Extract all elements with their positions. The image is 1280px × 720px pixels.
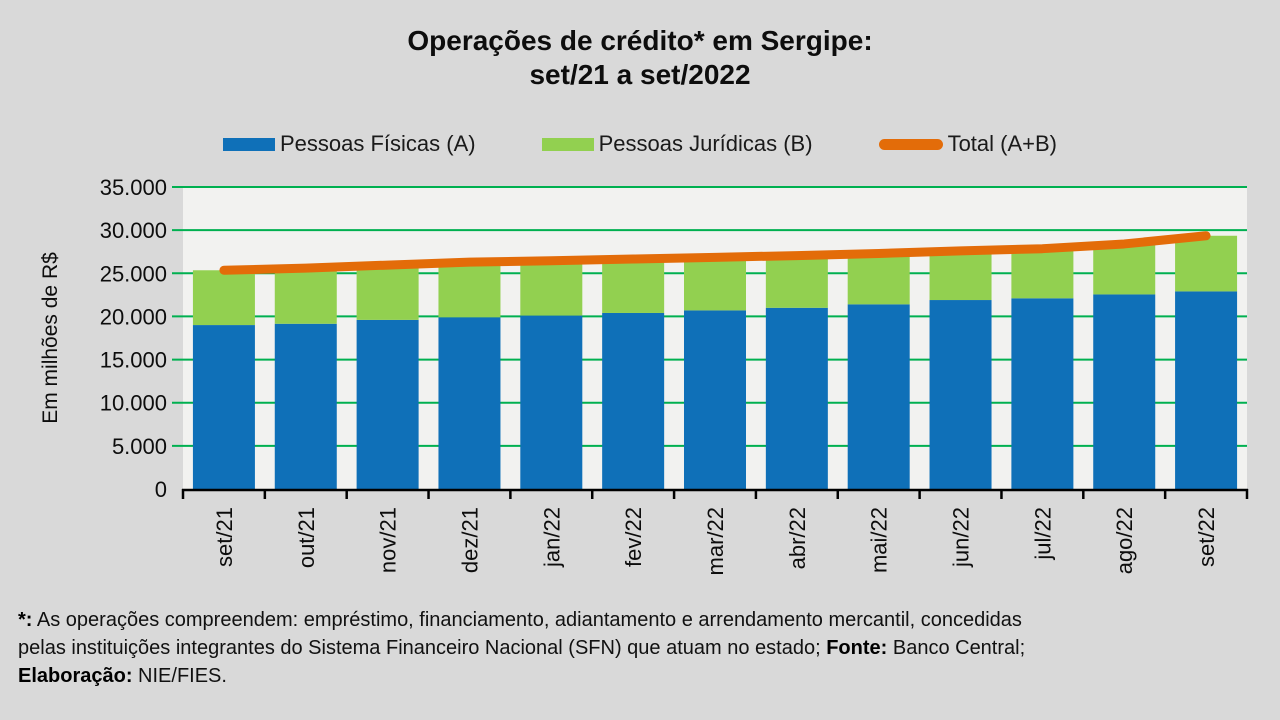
bar-pessoas-juridicas: [1011, 248, 1074, 299]
chart-title-line1: Operações de crédito* em Sergipe:: [407, 25, 873, 56]
footnote-asterisk: *:: [18, 609, 33, 631]
bar-pessoas-fisicas: [684, 310, 746, 489]
legend-item-total: Total (A+B): [878, 131, 1057, 157]
legend-swatch-blue-icon: [222, 137, 275, 151]
bar-pessoas-fisicas: [1011, 298, 1074, 489]
y-tick-label: 10.000: [100, 391, 167, 416]
x-tick-label: jan/22: [539, 507, 564, 568]
footnote-line2-text: pelas instituições integrantes do Sistem…: [18, 637, 827, 659]
bar-pessoas-juridicas: [356, 265, 419, 320]
x-tick-label: set/22: [1194, 507, 1219, 567]
x-tick-label: mai/22: [867, 507, 892, 573]
bar-pessoas-fisicas: [274, 323, 337, 489]
x-tick-label: fev/22: [621, 507, 646, 567]
legend-label-total: Total (A+B): [947, 131, 1057, 156]
bar-pessoas-juridicas: [684, 257, 746, 311]
bar-pessoas-fisicas: [929, 300, 992, 489]
legend-swatch-green-icon: [541, 137, 594, 151]
bar-pessoas-fisicas: [1093, 294, 1156, 489]
bar-pessoas-fisicas: [1175, 291, 1238, 489]
bar-pessoas-juridicas: [438, 262, 501, 318]
bar-pessoas-juridicas: [274, 268, 337, 324]
bar-pessoas-juridicas: [929, 250, 992, 301]
y-tick-label: 15.000: [100, 348, 167, 373]
bar-pessoas-fisicas: [765, 307, 828, 489]
footnote-line3: Elaboração: NIE/FIES.: [18, 665, 227, 687]
footnote-elaboracao-text: NIE/FIES.: [132, 665, 227, 687]
bar-pessoas-juridicas: [520, 260, 583, 316]
y-axis-title: Em milhões de R$: [39, 252, 62, 424]
bar-pessoas-juridicas: [1175, 235, 1238, 292]
legend-label-pessoas-fisicas: Pessoas Físicas (A): [279, 131, 476, 156]
x-tick-label: out/21: [294, 507, 319, 568]
bar-pessoas-fisicas: [356, 319, 419, 489]
x-tick-label: set/21: [212, 507, 237, 567]
y-tick-label: 25.000: [100, 261, 167, 286]
chart-title: Operações de crédito* em Sergipe: set/21…: [0, 24, 1280, 92]
legend-item-pessoas-fisicas: Pessoas Físicas (A): [222, 131, 476, 157]
x-tick-label: jun/22: [949, 507, 974, 568]
legend-item-pessoas-juridicas: Pessoas Jurídicas (B): [541, 131, 813, 157]
footnote-line2: pelas instituições integrantes do Sistem…: [18, 637, 1025, 659]
x-tick-label: dez/21: [457, 507, 482, 573]
bar-pessoas-fisicas: [192, 325, 255, 489]
bar-pessoas-juridicas: [602, 259, 665, 313]
bar-pessoas-juridicas: [765, 255, 828, 308]
footnote-line1: *: As operações compreendem: empréstimo,…: [18, 609, 1022, 631]
legend-swatch-total-line-icon: [878, 138, 943, 150]
y-tick-label: 0: [155, 477, 167, 502]
bar-pessoas-juridicas: [192, 270, 255, 326]
footnote-elaboracao-label: Elaboração:: [18, 665, 133, 687]
x-tick-label: jul/22: [1030, 507, 1055, 561]
footnote-line1-text: As operações compreendem: empréstimo, fi…: [32, 609, 1022, 631]
y-tick-label: 35.000: [100, 175, 167, 200]
y-tick-label: 30.000: [100, 218, 167, 243]
footnote: *: As operações compreendem: empréstimo,…: [18, 606, 1262, 690]
chart-title-line2: set/21 a set/2022: [529, 59, 751, 91]
bar-pessoas-juridicas: [1093, 243, 1156, 295]
footnote-fonte-label: Fonte:: [826, 637, 888, 659]
stacked-bar-chart: 0 5.000 10.000 15.000 20.000 25.000 30.000 35.0…: [39, 175, 1249, 575]
y-tick-label: 5.000: [112, 434, 167, 459]
legend: Pessoas Físicas (A) Pessoas Jurídicas (B…: [0, 131, 1280, 157]
legend-label-pessoas-juridicas: Pessoas Jurídicas (B): [598, 131, 813, 156]
bar-pessoas-fisicas: [847, 304, 910, 489]
bar-pessoas-fisicas: [602, 312, 665, 489]
total-line: [219, 231, 1211, 275]
bar-pessoas-fisicas: [520, 315, 583, 489]
bar-pessoas-fisicas: [438, 317, 501, 489]
x-tick-label: ago/22: [1112, 507, 1137, 574]
footnote-fonte-text: Banco Central;: [887, 637, 1026, 659]
x-tick-label: nov/21: [376, 507, 401, 573]
bar-pessoas-juridicas: [847, 253, 910, 305]
y-tick-label: 20.000: [100, 304, 167, 329]
x-tick-label: mar/22: [703, 507, 728, 575]
x-tick-label: abr/22: [785, 507, 810, 569]
